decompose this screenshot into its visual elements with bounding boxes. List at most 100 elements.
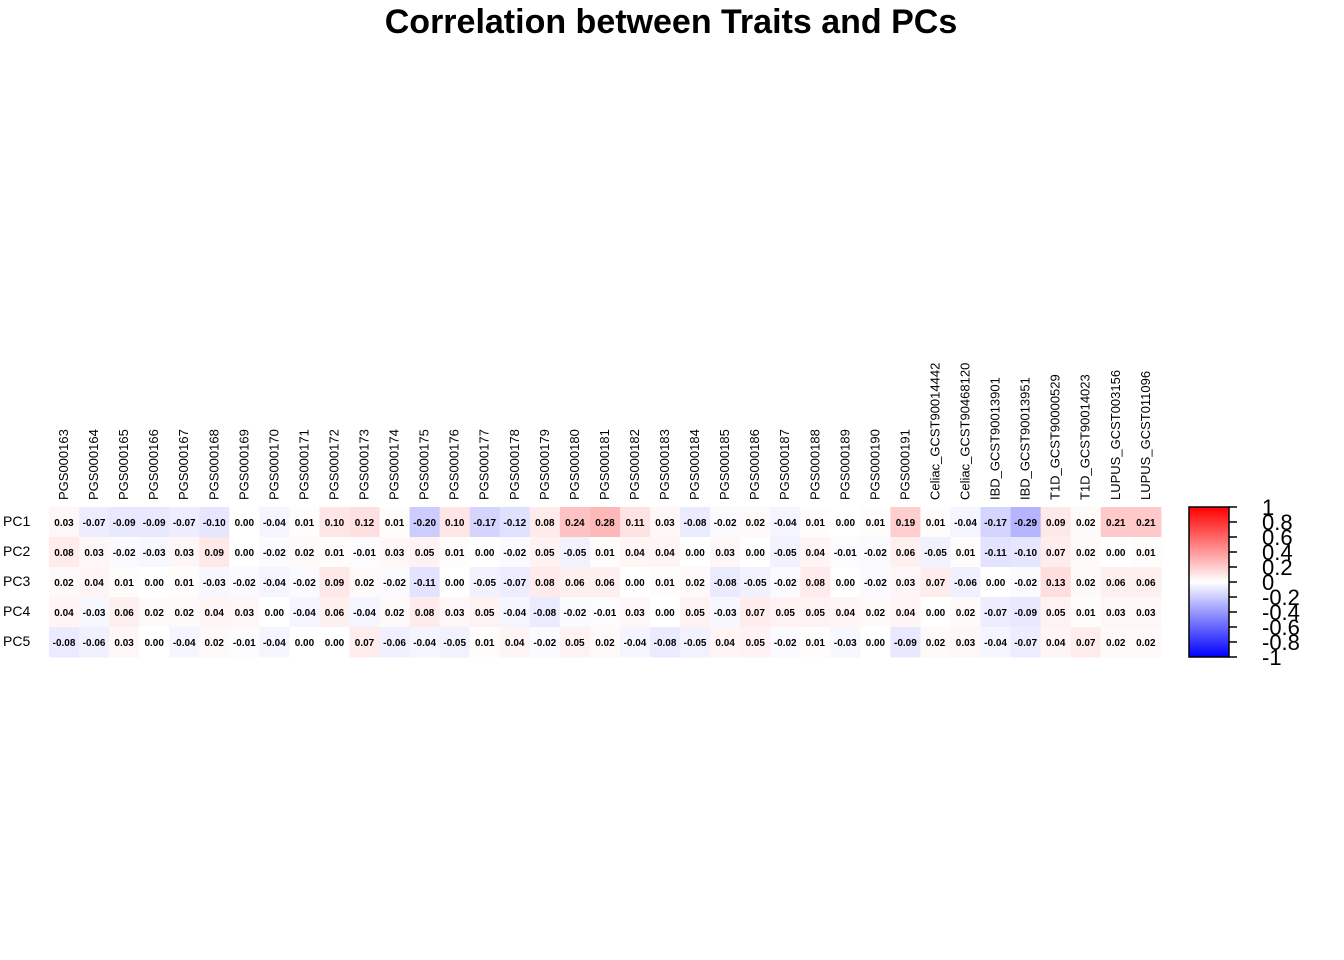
heatmap-cell — [950, 597, 982, 628]
legend-tick-label: 0 — [1262, 570, 1274, 595]
heatmap-cell — [319, 507, 350, 538]
heatmap-cell — [49, 537, 80, 568]
heatmap-cell — [710, 627, 741, 658]
cell-value-label: -0.03 — [834, 638, 857, 649]
cell-value-label: 0.09 — [325, 578, 345, 589]
cell-value-label: 0.03 — [114, 638, 134, 649]
cell-value-label: -0.05 — [473, 578, 496, 589]
heatmap-cell — [920, 567, 951, 598]
cell-value-label: 0.08 — [535, 578, 555, 589]
heatmap-cell — [680, 627, 711, 658]
heatmap-cell — [1070, 537, 1102, 568]
heatmap-cell — [1130, 627, 1162, 658]
heatmap-cell — [1100, 507, 1132, 538]
cell-value-label: -0.04 — [263, 638, 286, 649]
heatmap-cell — [860, 627, 891, 658]
heatmap-cell — [830, 507, 861, 538]
heatmap-cell — [409, 537, 441, 568]
heatmap-cell — [139, 507, 170, 538]
heatmap-cell — [830, 567, 861, 598]
column-label: PGS000163 — [56, 429, 71, 500]
legend-tick-label: -1 — [1262, 645, 1282, 670]
legend-tick-label: 1 — [1262, 495, 1274, 520]
column-label: LUPUS_GCST003156 — [1108, 370, 1123, 500]
heatmap-cell — [830, 597, 861, 628]
cell-value-label: 0.01 — [806, 638, 826, 649]
heatmap-cell — [1070, 597, 1102, 628]
column-label: PGS000173 — [357, 429, 372, 500]
cell-value-label: 0.04 — [715, 638, 735, 649]
heatmap-cell — [559, 627, 591, 658]
legend-tick-label: 0.8 — [1262, 510, 1293, 535]
heatmap-cell — [800, 627, 831, 658]
heatmap-cell — [589, 507, 621, 538]
cell-value-label: 0.00 — [1106, 548, 1126, 559]
legend-tick-label: 0.2 — [1262, 555, 1293, 580]
cell-value-label: 0.01 — [956, 548, 976, 559]
cell-value-label: -0.01 — [834, 548, 857, 559]
cell-value-label: 0.06 — [1136, 578, 1156, 589]
heatmap-cell — [920, 597, 951, 628]
heatmap-cell — [650, 507, 681, 538]
cell-value-label: 0.04 — [205, 608, 225, 619]
heatmap-cell — [499, 507, 531, 538]
heatmap-cell — [379, 507, 411, 538]
heatmap-cell — [890, 597, 921, 628]
cell-value-label: 0.12 — [355, 518, 375, 529]
column-label: PGS000166 — [146, 429, 161, 500]
cell-value-label: 0.08 — [535, 518, 555, 529]
row-label: PC1 — [3, 513, 30, 529]
cell-value-label: 0.02 — [595, 638, 615, 649]
cell-value-label: 0.01 — [806, 518, 826, 529]
heatmap-cell — [469, 627, 501, 658]
cell-value-label: 0.13 — [1046, 578, 1066, 589]
row-label: PC5 — [3, 633, 30, 649]
heatmap-cell — [349, 537, 381, 568]
heatmap-cell — [740, 627, 771, 658]
heatmap-cell — [379, 627, 411, 658]
heatmap-cell — [469, 567, 501, 598]
heatmap-cell — [740, 567, 771, 598]
cell-value-label: 0.03 — [235, 608, 255, 619]
heatmap-cell — [1010, 567, 1042, 598]
heatmap-cell — [409, 567, 441, 598]
heatmap-cell — [980, 537, 1012, 568]
column-label: PGS000175 — [417, 429, 432, 500]
heatmap-cell — [650, 537, 681, 568]
heatmap-cell — [890, 537, 921, 568]
cell-value-label: 0.05 — [685, 608, 705, 619]
cell-value-label: 0.03 — [896, 578, 916, 589]
cell-value-label: 0.00 — [836, 518, 856, 529]
heatmap-cell — [169, 507, 200, 538]
column-label: PGS000184 — [687, 429, 702, 500]
cell-value-label: 0.03 — [445, 608, 465, 619]
heatmap-cell — [740, 507, 771, 538]
legend-tick-label: -0.8 — [1262, 630, 1300, 655]
heatmap-cell — [499, 627, 531, 658]
cell-value-label: 0.02 — [685, 578, 705, 589]
cell-value-label: -0.07 — [503, 578, 526, 589]
heatmap-cell — [1040, 537, 1072, 568]
column-label: PGS000186 — [747, 429, 762, 500]
heatmap-cell — [229, 597, 260, 628]
heatmap-cell — [770, 597, 801, 628]
column-label: PGS000178 — [507, 429, 522, 500]
heatmap-cell — [1100, 627, 1132, 658]
heatmap-cell — [1100, 567, 1132, 598]
heatmap-cell — [529, 507, 561, 538]
heatmap-cell — [559, 537, 591, 568]
cell-value-label: 0.01 — [174, 578, 194, 589]
cell-value-label: -0.04 — [353, 608, 376, 619]
cell-value-label: -0.03 — [83, 608, 106, 619]
heatmap-cell — [770, 537, 801, 568]
heatmap-cell — [589, 567, 621, 598]
cell-value-label: 0.06 — [896, 548, 916, 559]
heatmap-cell — [800, 597, 831, 628]
heatmap-cell — [289, 567, 320, 598]
cell-value-label: 0.02 — [385, 608, 405, 619]
cell-value-label: 0.07 — [1046, 548, 1066, 559]
column-label: PGS000165 — [116, 429, 131, 500]
cell-value-label: 0.05 — [745, 638, 765, 649]
column-label: PGS000169 — [236, 429, 251, 500]
heatmap-cell — [650, 567, 681, 598]
